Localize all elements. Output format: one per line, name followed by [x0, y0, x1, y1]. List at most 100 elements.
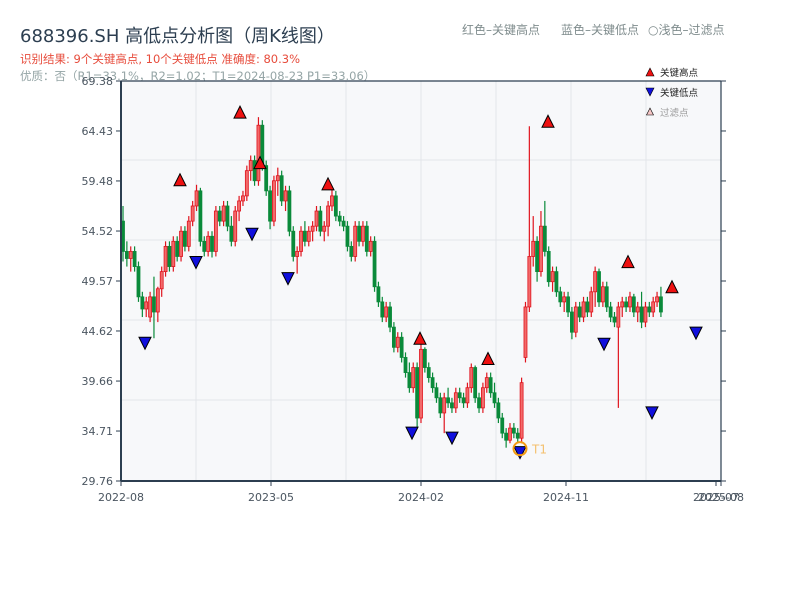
key-high-marker: [321, 176, 335, 191]
candle-body: [407, 372, 412, 389]
candle-body: [527, 256, 532, 308]
key-high-marker: [253, 155, 267, 170]
candle-body: [345, 225, 350, 247]
candle-body: [589, 291, 594, 313]
candle-body: [237, 200, 242, 212]
candle-body: [628, 296, 632, 308]
candle-body: [562, 296, 567, 303]
legend-label: 关键高点: [660, 67, 699, 79]
candle-body: [202, 240, 207, 252]
y-tick-label: 29.76: [82, 475, 114, 488]
candle-body: [217, 210, 222, 222]
candle-body: [469, 367, 474, 389]
candle-body: [144, 301, 149, 310]
candle-body: [175, 240, 180, 257]
candle-body: [631, 296, 636, 313]
candle-body: [612, 316, 617, 323]
legend-blue-note: 蓝色–关键低点: [561, 23, 640, 37]
key-high-marker: [665, 279, 679, 294]
candle-body: [337, 215, 342, 222]
candle-body: [515, 432, 520, 439]
candle-body: [229, 225, 234, 242]
x-tick-label: 2023-05: [248, 491, 294, 504]
candle-body: [643, 306, 648, 323]
x-tick-label: 2024-11: [543, 491, 589, 504]
candle-body: [639, 306, 644, 323]
legend-label: 关键低点: [660, 87, 699, 99]
key-high-marker: [413, 331, 427, 345]
candles: [121, 117, 663, 448]
candle-body: [473, 367, 478, 399]
t1-ring: [512, 441, 528, 457]
candle-body: [159, 271, 164, 290]
candle-body: [318, 210, 323, 232]
candle-body: [399, 336, 404, 358]
candle-body: [233, 210, 238, 242]
key-high-marker: [541, 114, 555, 128]
candle-body: [608, 306, 613, 318]
candle-body: [570, 311, 574, 333]
candle-body: [183, 230, 187, 247]
candle-body: [577, 306, 582, 318]
candle-body: [163, 245, 168, 273]
chart-title: 688396.SH 高低点分析图（周K线图）: [20, 26, 335, 47]
y-tick-label: 64.43: [82, 125, 114, 138]
key-low-marker: [597, 337, 611, 352]
candle-body: [523, 306, 528, 358]
candle-body: [380, 301, 385, 318]
candle-body: [225, 205, 230, 227]
key-high-marker: [233, 105, 247, 119]
candle-body: [616, 306, 621, 328]
candle-body: [585, 301, 590, 313]
candle-body: [504, 432, 509, 441]
candle-body: [434, 387, 439, 399]
y-tick-label: 39.66: [82, 375, 114, 388]
candle-body: [314, 210, 319, 227]
candle-body: [651, 301, 656, 313]
candle-body: [295, 251, 300, 257]
candle-body: [604, 286, 609, 308]
candle-body: [411, 367, 416, 389]
key-low-marker: [281, 272, 295, 286]
candle-body: [531, 240, 536, 257]
candle-body: [620, 301, 625, 308]
candle-body: [372, 240, 377, 288]
candle-body: [395, 336, 400, 348]
candle-body: [573, 306, 578, 333]
candle-body: [481, 387, 485, 409]
candle-body: [477, 397, 481, 409]
candle-body: [132, 251, 137, 267]
candle-body: [364, 225, 369, 252]
candle-body: [546, 251, 551, 283]
legend-label: 过滤点: [660, 107, 689, 119]
candle-body: [124, 251, 129, 259]
x-tick-label: 2024-02: [398, 491, 444, 504]
candle-body: [248, 160, 253, 172]
candle-body: [326, 205, 331, 227]
candle-body: [600, 286, 605, 303]
candle-body: [368, 240, 373, 252]
candle-body: [624, 301, 628, 308]
key-low-marker: [645, 406, 659, 421]
candle-body: [496, 402, 501, 419]
candle-body: [341, 220, 346, 227]
key-low-marker: [245, 227, 259, 242]
candle-body: [171, 240, 176, 267]
candle-body: [450, 402, 454, 409]
candle-body: [140, 296, 145, 310]
candle-body: [453, 392, 458, 409]
candle-body: [376, 286, 381, 303]
candle-body: [291, 230, 296, 257]
candle-body: [461, 397, 466, 404]
candle-body: [256, 124, 261, 182]
candle-body: [593, 271, 598, 293]
candle-body: [422, 348, 427, 368]
candle-body: [465, 387, 470, 404]
candle-body: [426, 367, 431, 379]
candle-body: [430, 377, 435, 389]
candle-body: [272, 180, 276, 222]
candle-body: [155, 288, 160, 313]
candle-body: [353, 225, 358, 257]
legend-low-icon: [645, 87, 655, 97]
y-tick-label: 44.62: [82, 325, 114, 338]
